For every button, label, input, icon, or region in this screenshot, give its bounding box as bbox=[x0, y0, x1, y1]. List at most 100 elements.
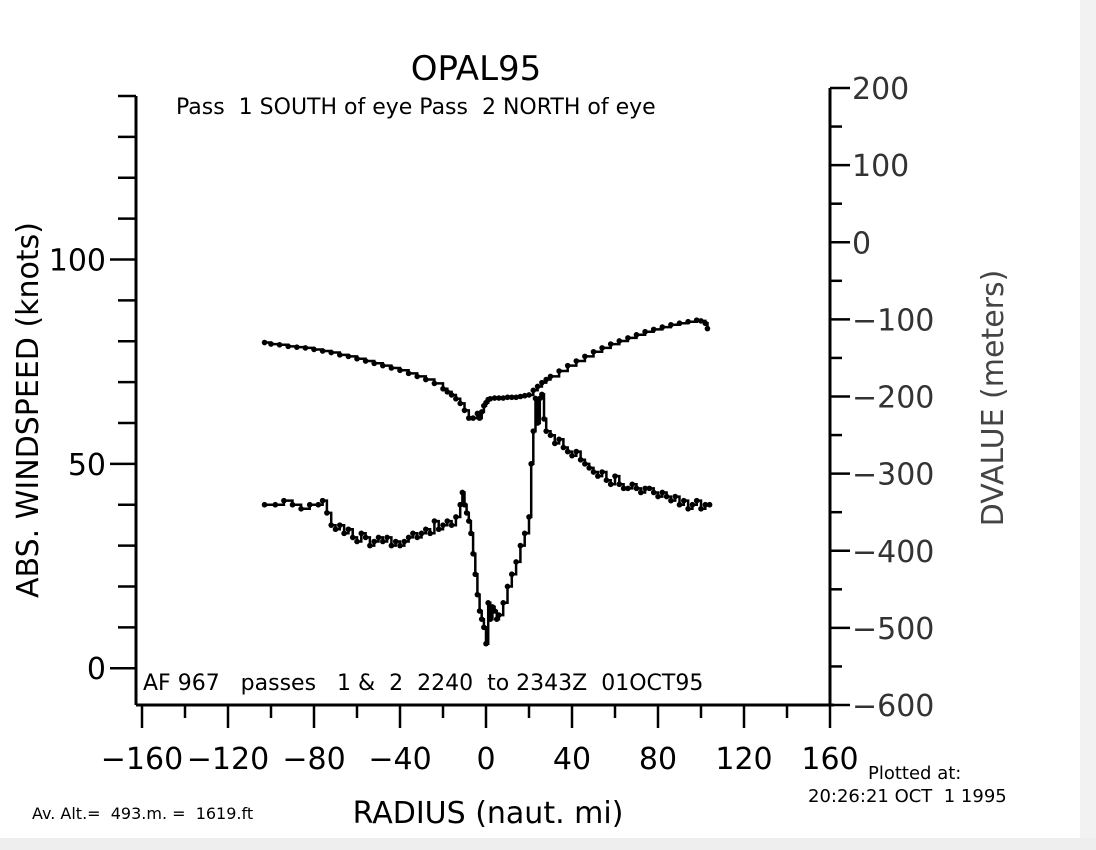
windspeed-line bbox=[264, 393, 710, 645]
altitude-footer: Av. Alt.= 493.m. = 1619.ft bbox=[32, 804, 253, 823]
left-y-tick-label: 50 bbox=[68, 448, 106, 483]
dvalue-point bbox=[534, 383, 541, 390]
dvalue-point bbox=[539, 379, 545, 386]
dvalue-point bbox=[513, 394, 519, 401]
windspeed-point bbox=[367, 542, 373, 549]
windspeed-point bbox=[337, 522, 343, 528]
windspeed-point bbox=[306, 501, 313, 508]
left-y-tick-label: 100 bbox=[49, 243, 106, 278]
windspeed-point bbox=[577, 456, 584, 463]
windspeed-point bbox=[453, 514, 459, 520]
windspeed-point bbox=[560, 444, 567, 451]
right-y-tick-label: −500 bbox=[852, 612, 934, 647]
x-tick-label: 80 bbox=[639, 742, 677, 777]
x-tick-label: 160 bbox=[801, 742, 858, 777]
windspeed-point bbox=[448, 522, 455, 528]
windspeed-point bbox=[483, 640, 489, 647]
dvalue-point bbox=[474, 410, 481, 417]
windspeed-point bbox=[672, 493, 678, 500]
x-ticks: −160 −120 −80 −40 0 40 80 120 160 bbox=[101, 705, 859, 777]
windspeed-point bbox=[332, 526, 339, 533]
dvalue-point bbox=[573, 358, 580, 364]
dvalue-point bbox=[698, 318, 704, 324]
x-axis-label: RADIUS (naut. mi) bbox=[353, 796, 624, 831]
dvalue-point bbox=[423, 376, 429, 383]
dvalue-point bbox=[693, 317, 700, 323]
dvalue-point bbox=[380, 362, 386, 369]
dvalue-point bbox=[543, 376, 549, 383]
windspeed-point bbox=[358, 530, 365, 537]
windspeed-point bbox=[646, 485, 653, 492]
windspeed-point bbox=[384, 534, 390, 541]
windspeed-point bbox=[698, 506, 704, 512]
windspeed-point bbox=[466, 518, 472, 524]
windspeed-point bbox=[582, 461, 588, 467]
dvalue-point bbox=[354, 355, 360, 362]
windspeed-point bbox=[457, 501, 464, 508]
dvalue-point bbox=[285, 343, 292, 350]
chart-subtitle: Pass 1 SOUTH of eye Pass 2 NORTH of eye bbox=[176, 95, 656, 120]
windspeed-point bbox=[289, 501, 296, 508]
windspeed-point bbox=[485, 600, 491, 606]
right-y-tick-label: 0 bbox=[852, 226, 871, 261]
windspeed-point bbox=[625, 485, 631, 492]
dvalue-point bbox=[476, 415, 483, 421]
dvalue-point bbox=[362, 358, 369, 364]
chart-title: OPAL95 bbox=[411, 49, 542, 89]
right-y-tick-label: 200 bbox=[852, 72, 909, 107]
windspeed-point bbox=[693, 497, 700, 504]
windspeed-point bbox=[685, 506, 691, 512]
plotted-at-label: Plotted at: bbox=[868, 763, 961, 784]
dvalue-point bbox=[668, 321, 674, 328]
windspeed-point bbox=[345, 526, 352, 533]
windspeed-point bbox=[633, 485, 640, 492]
windspeed-point bbox=[427, 530, 433, 537]
windspeed-point bbox=[397, 542, 403, 549]
dvalue-point bbox=[294, 344, 300, 350]
windspeed-point bbox=[528, 461, 534, 467]
windspeed-point bbox=[629, 481, 635, 488]
windspeed-point bbox=[526, 514, 532, 520]
windspeed-point bbox=[392, 538, 399, 545]
plotted-at-time: 20:26:21 OCT 1 1995 bbox=[808, 786, 1007, 807]
windspeed-point bbox=[496, 612, 502, 618]
right-y-tick-label: 100 bbox=[852, 149, 909, 184]
dvalue-point bbox=[676, 320, 683, 327]
dvalue-point bbox=[466, 415, 472, 421]
windspeed-point bbox=[431, 518, 438, 524]
windspeed-point bbox=[517, 542, 524, 549]
windspeed-point bbox=[481, 624, 487, 631]
y-axis-label: ABS. WINDSPEED (knots) bbox=[11, 222, 46, 598]
windspeed-point bbox=[603, 477, 610, 484]
dvalue-point bbox=[414, 373, 421, 380]
dvalue-point bbox=[547, 373, 554, 380]
dvalue-point bbox=[457, 400, 464, 407]
page-bottom-shade bbox=[0, 838, 1096, 850]
windspeed-point bbox=[476, 608, 483, 614]
dvalue-point bbox=[371, 360, 378, 367]
dvalue-point bbox=[302, 345, 309, 351]
windspeed-point bbox=[491, 608, 498, 614]
windspeed-point bbox=[706, 501, 713, 508]
dvalue-point bbox=[261, 339, 268, 346]
windspeed-point bbox=[423, 526, 429, 533]
dvalue-point bbox=[517, 393, 524, 400]
left-y-ticks: 0 50 100 bbox=[49, 94, 136, 687]
windspeed-point bbox=[315, 501, 322, 508]
windspeed-point bbox=[281, 497, 287, 504]
dvalue-point bbox=[556, 368, 562, 374]
windspeed-point bbox=[375, 534, 382, 541]
dvalue-point bbox=[509, 394, 515, 401]
windspeed-point bbox=[459, 489, 466, 496]
left-y-axis: 0 50 100 bbox=[49, 94, 138, 705]
windspeed-point bbox=[612, 473, 618, 479]
right-y-tick-label: −100 bbox=[852, 303, 934, 338]
windspeed-point bbox=[607, 481, 614, 488]
dvalue-point bbox=[659, 324, 666, 330]
dvalue-point bbox=[607, 341, 614, 347]
dvalue-point bbox=[405, 370, 412, 377]
dvalue-point bbox=[530, 387, 537, 394]
x-tick-label: −160 bbox=[101, 742, 183, 777]
dvalue-point bbox=[453, 396, 459, 402]
